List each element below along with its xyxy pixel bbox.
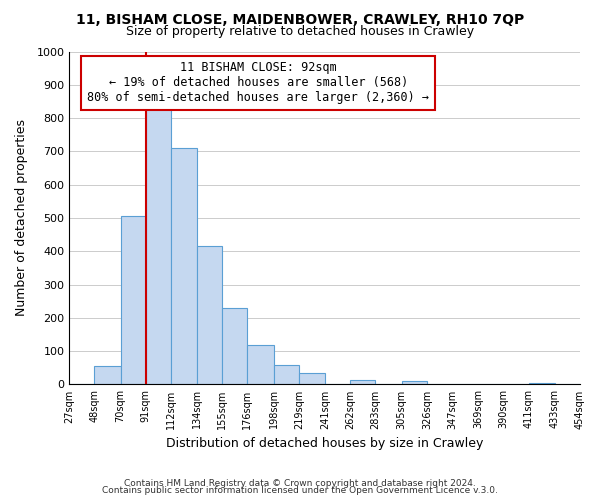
Bar — [529, 383, 555, 384]
Text: 11 BISHAM CLOSE: 92sqm
← 19% of detached houses are smaller (568)
80% of semi-de: 11 BISHAM CLOSE: 92sqm ← 19% of detached… — [87, 62, 429, 104]
Text: Contains HM Land Registry data © Crown copyright and database right 2024.: Contains HM Land Registry data © Crown c… — [124, 478, 476, 488]
Bar — [402, 381, 427, 384]
Bar — [94, 366, 121, 384]
Bar — [197, 246, 223, 384]
Bar — [274, 365, 299, 384]
Bar — [299, 373, 325, 384]
Bar — [171, 148, 197, 384]
Text: Contains public sector information licensed under the Open Government Licence v.: Contains public sector information licen… — [102, 486, 498, 495]
Text: 11, BISHAM CLOSE, MAIDENBOWER, CRAWLEY, RH10 7QP: 11, BISHAM CLOSE, MAIDENBOWER, CRAWLEY, … — [76, 12, 524, 26]
X-axis label: Distribution of detached houses by size in Crawley: Distribution of detached houses by size … — [166, 437, 483, 450]
Text: Size of property relative to detached houses in Crawley: Size of property relative to detached ho… — [126, 25, 474, 38]
Bar — [121, 216, 146, 384]
Y-axis label: Number of detached properties: Number of detached properties — [15, 120, 28, 316]
Bar — [223, 308, 247, 384]
Bar — [350, 380, 376, 384]
Bar — [247, 346, 274, 385]
Bar — [146, 108, 171, 384]
